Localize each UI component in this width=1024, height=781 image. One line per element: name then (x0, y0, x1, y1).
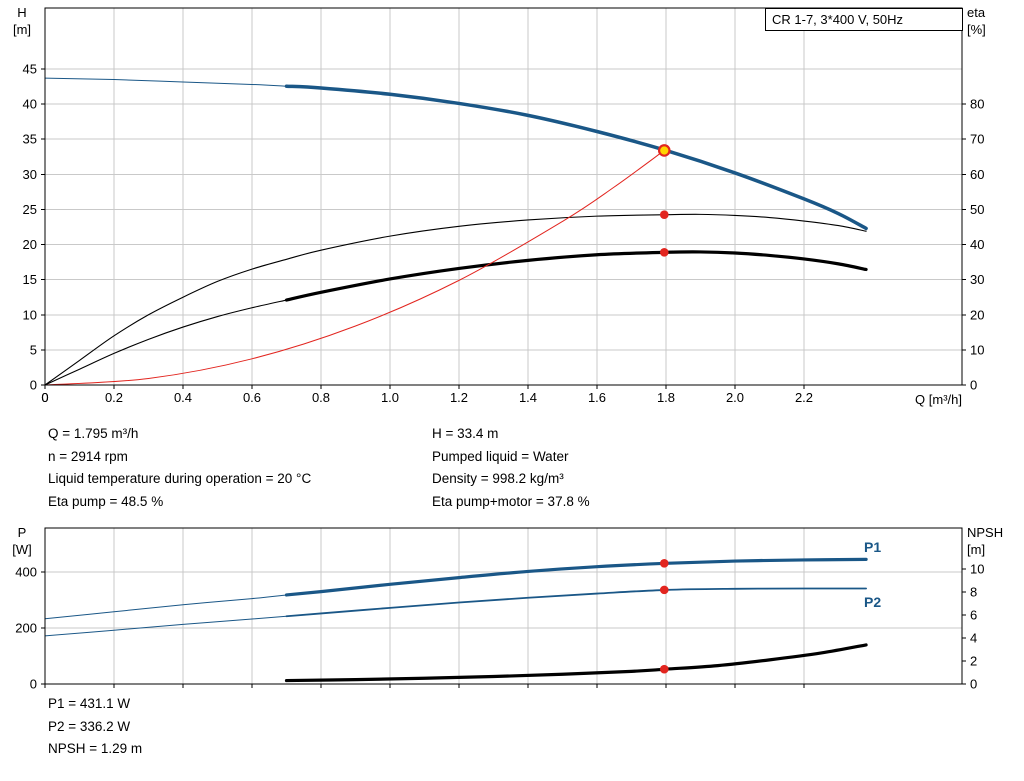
eta-pump-motor-point (659, 247, 669, 257)
p1-curve (284, 557, 868, 597)
eta-axis-unit: [%] (967, 22, 986, 37)
result-line: NPSH = 1.29 m (48, 741, 143, 756)
y-right-tick-label: 20 (970, 307, 984, 322)
x-tick-label: 0.4 (174, 390, 192, 405)
qh-curve-curve (284, 84, 868, 231)
x-tick-label: 2.0 (726, 390, 744, 405)
y-right-tick-label: 70 (970, 132, 984, 147)
y-left-tick-label: 25 (23, 202, 37, 217)
y-right-tick-label: 10 (970, 562, 984, 577)
results-block: P1 = 431.1 W P2 = 336.2 W NPSH = 1.29 m (48, 693, 142, 761)
x-tick-label: 0.6 (243, 390, 261, 405)
p2-curve-thin (44, 615, 287, 637)
y-left-tick-label: 40 (23, 97, 37, 112)
x-tick-label: 0.2 (105, 390, 123, 405)
eta-pump-plus-motor-curve (284, 250, 868, 302)
result-line: P1 = 431.1 W (48, 696, 131, 711)
y-right-tick-label: 8 (970, 585, 977, 600)
x-tick-label: 1.2 (450, 390, 468, 405)
y-left-tick-label: 45 (23, 62, 37, 77)
x-tick-label: 0.8 (312, 390, 330, 405)
plot-border (44, 527, 963, 685)
y-left-tick-label: 35 (23, 132, 37, 147)
info-line: Q = 1.795 m³/h (48, 426, 139, 441)
chart-title-box: CR 1-7, 3*400 V, 50Hz (765, 8, 963, 31)
y-right-tick-label: 6 (970, 608, 977, 623)
y-right-tick-label: 30 (970, 272, 984, 287)
p2-series-label: P2 (864, 594, 882, 610)
p-axis-title: P [W] (4, 524, 40, 558)
p1-curve-thin (44, 594, 287, 620)
y-right-tick-label: 0 (970, 677, 977, 692)
y-left-tick-label: 10 (23, 307, 37, 322)
y-left-tick-label: 30 (23, 167, 37, 182)
p-axis-unit: [W] (12, 542, 32, 557)
npsh-axis-title: NPSH [m] (967, 524, 1021, 558)
x-tick-label: 0 (41, 390, 48, 405)
y-right-tick-label: 4 (970, 631, 977, 646)
info-line: n = 2914 rpm (48, 448, 128, 464)
x-tick-label: 0 (41, 390, 48, 405)
y-right-tick-label: 2 (970, 654, 977, 669)
q-axis-label: Q [m³/h] (915, 392, 962, 407)
x-tick-label: 1.0 (381, 390, 399, 405)
duty-point (657, 144, 671, 157)
h-axis-unit: [m] (12, 22, 32, 37)
y-left-tick-label: 400 (15, 565, 37, 580)
x-tick-label: 1.8 (657, 390, 675, 405)
chart-title: CR 1-7, 3*400 V, 50Hz (772, 12, 904, 27)
y-left-tick-label: 5 (30, 342, 37, 357)
y-left-tick-label: 15 (23, 272, 37, 287)
info-line: Eta pump = 48.5 % (48, 493, 164, 509)
y-left-tick-label: 20 (23, 237, 37, 252)
plot-border (44, 7, 963, 386)
y-right-tick-label: 50 (970, 202, 984, 217)
h-axis-label: H (17, 5, 27, 20)
p1-series-label: P1 (864, 539, 882, 555)
info-line: Eta pump+motor = 37.8 % (432, 493, 590, 509)
npsh-axis-unit: [m] (967, 542, 986, 557)
p2-point (659, 585, 669, 595)
npsh-point (659, 664, 669, 674)
y-right-tick-label: 10 (970, 342, 984, 357)
x-tick-label: 1.4 (519, 390, 537, 405)
y-right-tick-label: 40 (970, 237, 984, 252)
system-curve-curve (44, 149, 665, 386)
y-left-tick-label: 0 (30, 378, 37, 393)
eta-pump-plus-motor-curve-thin (44, 299, 287, 386)
info-line: H = 33.4 m (432, 426, 499, 441)
eta-axis-title: eta [%] (967, 4, 1017, 38)
p2-curve (285, 587, 867, 618)
y-left-tick-label: 200 (15, 621, 37, 636)
eta-axis-label: eta (967, 5, 986, 20)
info-block-right: H = 33.4 m Pumped liquid = Water Density… (432, 423, 590, 513)
qh-curve-curve-thin (44, 77, 287, 87)
p1-point (659, 558, 669, 568)
info-line: Density = 998.2 kg/m³ (432, 471, 564, 486)
eta-pump-curve (44, 213, 867, 386)
h-axis-title: H [m] (4, 4, 40, 38)
info-block-left: Q = 1.795 m³/h n = 2914 rpm Liquid tempe… (48, 423, 311, 513)
y-right-tick-label: 60 (970, 167, 984, 182)
x-tick-label: 2.2 (795, 390, 813, 405)
y-right-tick-label: 0 (970, 378, 977, 393)
info-line: Liquid temperature during operation = 20… (48, 471, 312, 486)
x-tick-label: 1.6 (588, 390, 606, 405)
info-line: Pumped liquid = Water (432, 448, 569, 464)
npsh-axis-label: NPSH (967, 525, 1004, 540)
result-line: P2 = 336.2 W (48, 718, 131, 734)
y-right-tick-label: 80 (970, 97, 984, 112)
npsh-curve (284, 643, 868, 683)
y-left-tick-label: 0 (30, 677, 37, 692)
p-axis-label: P (17, 525, 27, 540)
eta-pump-point (659, 210, 669, 220)
